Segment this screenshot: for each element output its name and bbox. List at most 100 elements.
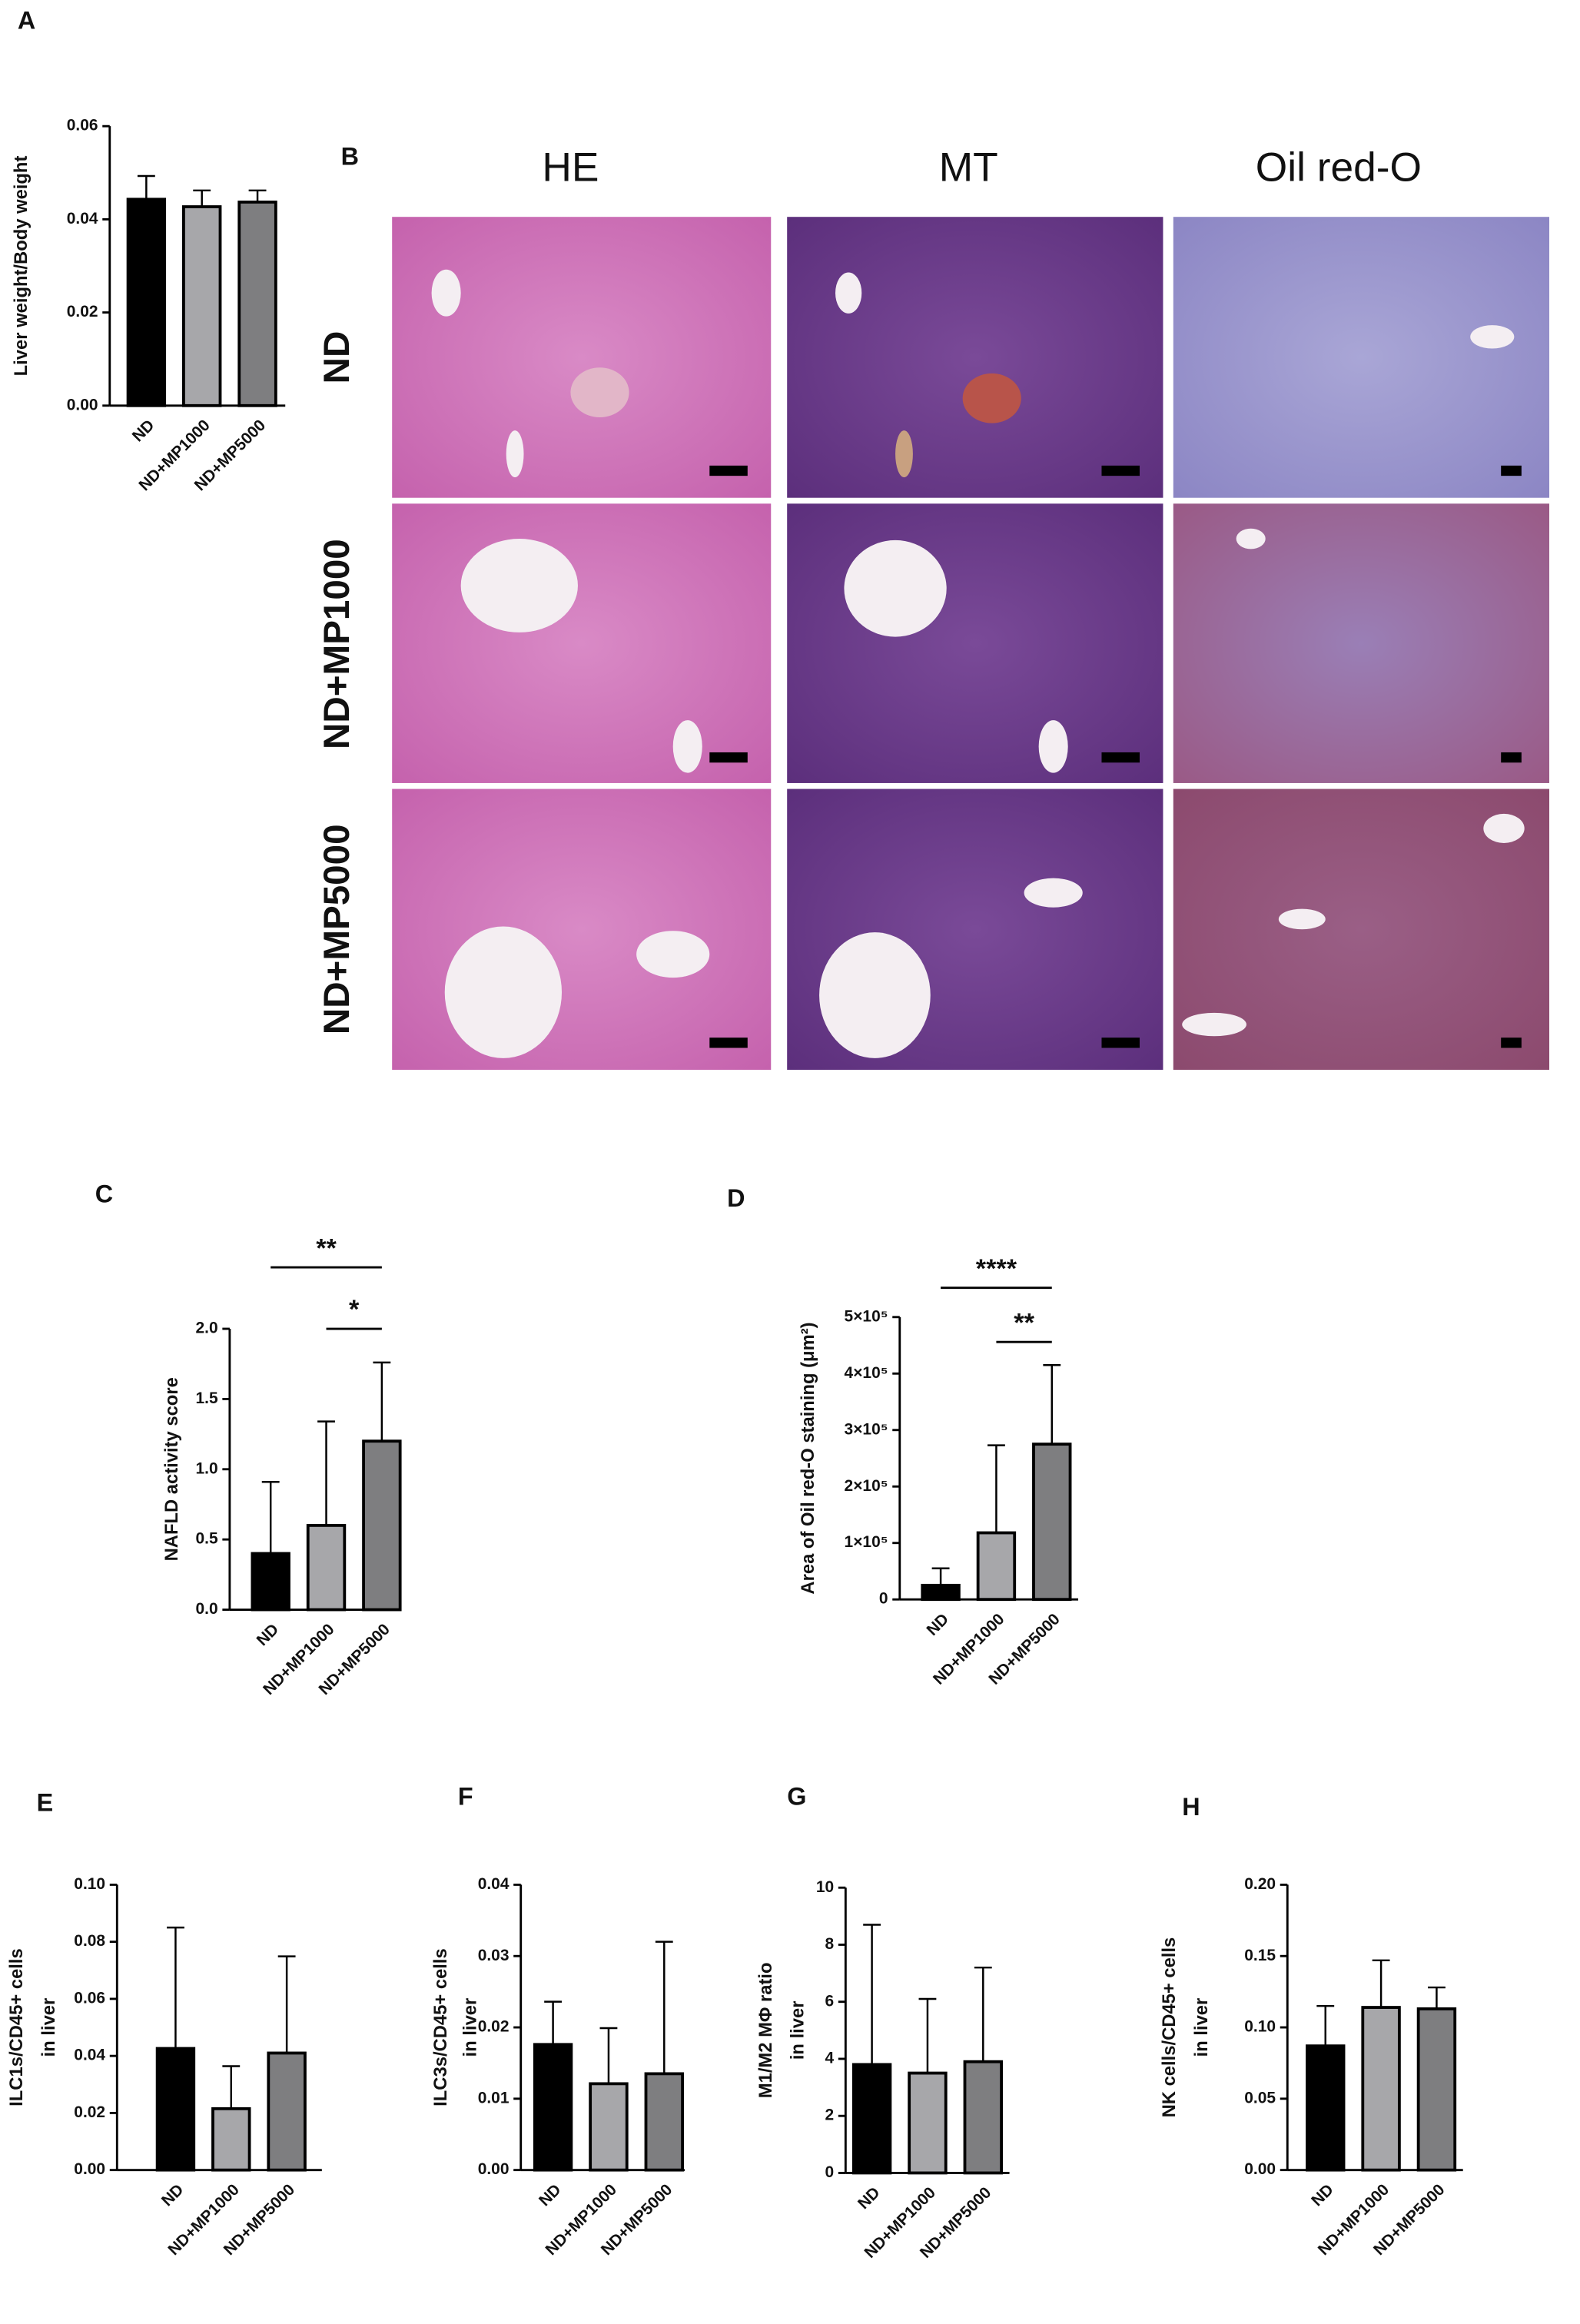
y-tick-label: 0.02 [74,2103,105,2121]
bar [644,2072,684,2172]
y-axis-label: in liver [38,1998,59,2057]
y-tick-label: 10 [816,1878,834,1896]
significance-label: ** [1014,1308,1034,1337]
y-tick-label: 0.00 [74,2160,105,2178]
y-axis-label: in liver [788,2001,808,2060]
bar [533,2043,573,2172]
y-axis-label: NK cells/CD45+ cells [1159,1937,1180,2118]
panel-label: H [1182,1793,1200,1821]
y-tick-label: 6 [825,1992,834,2010]
column-header: HE [542,144,599,190]
mt-image [787,503,1163,783]
y-tick-label: 3×10⁵ [845,1420,888,1438]
y-tick-label: 4×10⁵ [845,1364,888,1382]
y-axis-label: ILC3s/CD45+ cells [430,1948,451,2107]
bar [921,1583,961,1602]
y-tick-label: 2.0 [196,1320,218,1337]
y-tick-label: 8 [825,1935,834,1953]
he-image [392,217,772,498]
he-image [392,788,772,1071]
x-tick-label: ND [254,1621,283,1650]
panel-label: C [95,1180,113,1207]
y-tick-label: 0.02 [478,2018,510,2036]
column-header: Oil red-O [1256,144,1422,190]
bar [1032,1443,1072,1602]
y-tick-label: 0.00 [1244,2160,1276,2178]
panel-label: E [37,1788,54,1816]
panel-label: F [458,1783,473,1811]
row-header: ND+MP1000 [317,539,357,749]
x-tick-label: ND [536,2181,565,2210]
y-tick-label: 0.04 [74,2047,105,2064]
oil-image [1173,503,1550,783]
panel-label: A [18,7,35,35]
y-tick-label: 0.04 [67,210,98,227]
bar [211,2107,251,2172]
x-tick-label: ND [923,1610,952,1639]
y-axis-label: ILC1s/CD45+ cells [6,1948,27,2107]
y-tick-label: 0.10 [74,1875,105,1893]
column-header: MT [939,144,998,190]
bar [306,1523,347,1612]
vessels [431,269,1525,1058]
y-axis-label: Liver weight/Body weight [11,156,32,377]
panel-label: D [727,1184,745,1212]
y-tick-label: 0.5 [196,1530,218,1548]
y-axis-label: in liver [460,1998,480,2057]
significance-label: ** [316,1233,337,1263]
bar [851,2063,892,2175]
x-tick-label: ND [129,417,158,446]
y-tick-label: 0.01 [478,2089,510,2107]
bar [267,2051,307,2172]
y-tick-label: 0.04 [478,1875,510,1893]
significance-label: * [349,1295,360,1324]
panel-label: B [341,143,359,171]
y-tick-label: 1×10⁵ [845,1533,888,1551]
y-tick-label: 5×10⁵ [845,1307,888,1325]
scale-bars [709,465,1522,1048]
x-tick-label: ND [158,2181,188,2210]
oil-image [1173,217,1550,498]
y-tick-label: 0.00 [478,2160,510,2178]
bar [237,201,277,407]
bar [589,2082,629,2172]
y-tick-label: 0.10 [1244,2018,1276,2036]
y-tick-label: 2×10⁵ [845,1477,888,1495]
y-tick-label: 0.03 [478,1947,510,1964]
panel-label: G [787,1783,806,1811]
y-tick-label: 2 [825,2107,834,2124]
bar [155,2047,196,2172]
y-tick-label: 0.06 [74,1989,105,2007]
row-header: ND [317,331,357,384]
y-tick-label: 0.06 [67,117,98,134]
y-axis-label: NAFLD activity score [161,1377,182,1561]
histology-panel: B HE MT Oil red-O ND ND+MP1000 ND+MP5000 [317,143,1550,1071]
bar [1361,2006,1401,2172]
y-tick-label: 0.20 [1244,1875,1276,1893]
bar [251,1552,290,1612]
y-axis-label: Area of Oil red-O staining (μm²) [798,1322,818,1594]
mt-image [787,217,1163,498]
y-tick-label: 0.08 [74,1932,105,1950]
y-tick-label: 0.0 [196,1600,218,1618]
y-tick-label: 0.15 [1244,1947,1276,1964]
y-tick-label: 1.0 [196,1459,218,1477]
significance-label: **** [976,1254,1017,1283]
bar [908,2071,948,2175]
row-header: ND+MP5000 [317,824,357,1034]
he-image [392,503,772,783]
x-tick-label: ND [855,2183,884,2213]
bar [362,1439,402,1612]
bar [1306,2044,1346,2172]
bar [126,198,167,407]
bar [976,1531,1017,1602]
x-tick-label: ND [1308,2181,1337,2210]
bar [963,2060,1003,2175]
y-axis-label: M1/M2 MΦ ratio [755,1962,776,2098]
y-tick-label: 0.05 [1244,2089,1276,2107]
bar [182,205,222,407]
y-tick-label: 0.00 [67,396,98,413]
y-axis-label: in liver [1191,1998,1212,2057]
bar [1416,2007,1457,2172]
